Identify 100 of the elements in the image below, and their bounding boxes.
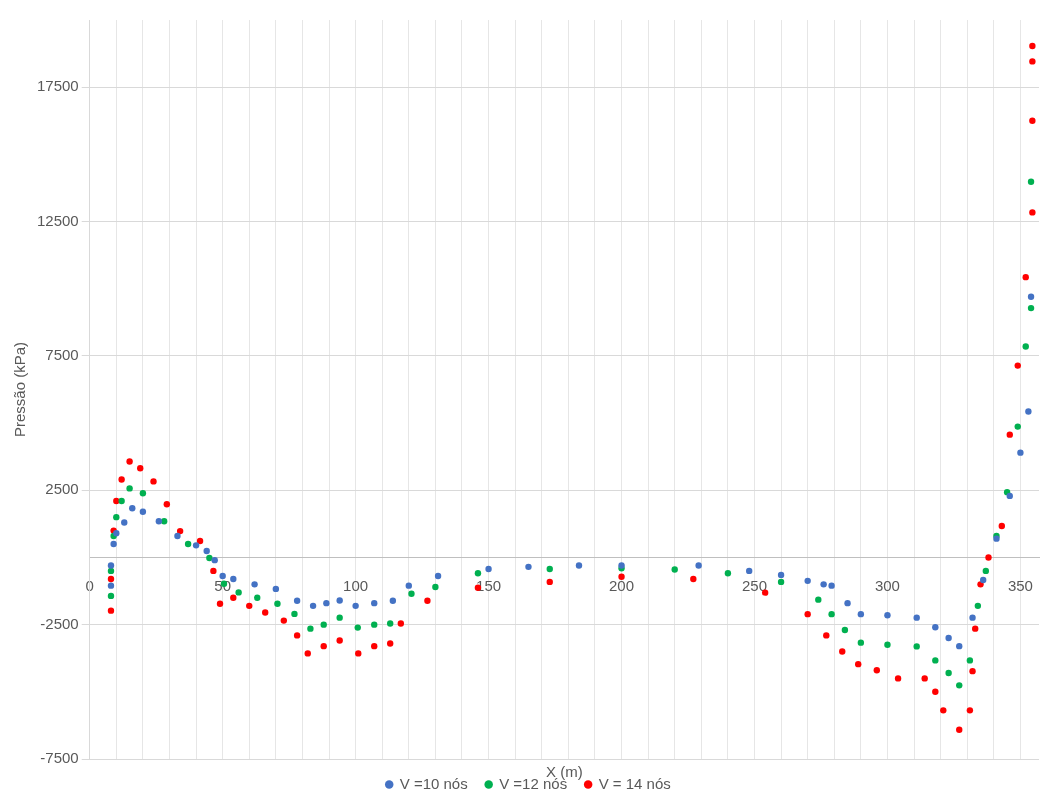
point xyxy=(272,585,280,593)
point xyxy=(432,583,439,591)
point xyxy=(336,637,343,644)
point xyxy=(118,476,125,483)
point xyxy=(873,667,881,674)
point xyxy=(1022,343,1029,350)
point xyxy=(121,519,128,526)
point xyxy=(894,675,902,682)
point xyxy=(107,567,115,575)
point xyxy=(176,527,184,535)
point xyxy=(323,599,330,607)
point xyxy=(1014,423,1021,430)
point xyxy=(998,522,1005,530)
legend-label: V = 14 nós xyxy=(598,774,671,792)
point xyxy=(424,597,431,604)
point xyxy=(966,707,974,714)
point xyxy=(474,570,482,577)
point xyxy=(956,726,963,733)
point xyxy=(828,610,835,618)
point xyxy=(1029,117,1036,124)
point xyxy=(982,567,990,575)
point xyxy=(107,592,115,600)
point xyxy=(839,648,846,655)
point xyxy=(671,566,678,573)
x-tick-label: 100 xyxy=(343,576,369,594)
point xyxy=(979,576,987,584)
point xyxy=(137,465,144,472)
point xyxy=(126,458,133,465)
point xyxy=(307,625,314,632)
point xyxy=(546,578,553,586)
point xyxy=(857,610,865,618)
point xyxy=(371,621,378,628)
point xyxy=(126,485,133,492)
point xyxy=(974,602,982,610)
point xyxy=(397,620,405,627)
point xyxy=(280,617,288,624)
point xyxy=(956,642,963,650)
point xyxy=(129,505,136,512)
point xyxy=(932,624,939,631)
point xyxy=(745,567,753,575)
point xyxy=(945,669,952,677)
point xyxy=(777,571,785,579)
point xyxy=(857,639,865,646)
point xyxy=(352,602,359,610)
point xyxy=(1025,408,1032,415)
point xyxy=(262,609,269,616)
point xyxy=(251,581,258,588)
point xyxy=(354,624,361,631)
point xyxy=(940,707,947,714)
point xyxy=(804,610,811,618)
x-tick-label: 350 xyxy=(1007,576,1033,594)
point xyxy=(192,542,200,549)
point xyxy=(155,517,163,525)
point xyxy=(913,614,920,621)
point xyxy=(618,573,625,580)
point xyxy=(525,563,532,571)
y-tick-label: 17500 xyxy=(36,77,79,95)
point xyxy=(1022,273,1029,281)
point xyxy=(1017,449,1024,456)
y-tick-label: -7500 xyxy=(40,749,79,767)
point xyxy=(206,554,213,562)
x-tick-label: 150 xyxy=(476,576,502,594)
point xyxy=(160,517,168,525)
y-tick-label: 2500 xyxy=(45,480,79,498)
point xyxy=(921,675,928,682)
point xyxy=(855,660,862,668)
point xyxy=(1027,178,1035,185)
point xyxy=(884,641,891,648)
point xyxy=(150,478,157,485)
point xyxy=(139,490,147,497)
point xyxy=(932,657,939,664)
point xyxy=(235,589,242,596)
x-tick-label: 300 xyxy=(874,576,900,594)
point xyxy=(546,565,553,573)
point xyxy=(389,597,397,604)
y-tick-label: 12500 xyxy=(36,211,79,229)
x-tick-label: 250 xyxy=(741,576,768,594)
point xyxy=(371,642,378,650)
point xyxy=(291,610,298,618)
point xyxy=(985,554,992,561)
point xyxy=(118,497,125,505)
x-tick-label: 200 xyxy=(609,576,635,594)
y-tick-label: 7500 xyxy=(45,346,79,364)
point xyxy=(823,632,830,639)
point xyxy=(434,572,442,580)
point xyxy=(969,614,976,621)
y-tick-label: -2500 xyxy=(40,614,79,632)
point xyxy=(485,565,492,573)
point xyxy=(309,602,317,610)
point xyxy=(386,640,394,647)
point xyxy=(1027,304,1035,312)
point xyxy=(184,540,192,548)
point xyxy=(336,614,343,621)
point xyxy=(695,562,702,569)
point xyxy=(107,575,115,583)
point xyxy=(815,596,822,603)
point xyxy=(304,650,311,657)
point xyxy=(690,575,697,583)
point xyxy=(841,626,849,634)
point xyxy=(139,508,147,515)
